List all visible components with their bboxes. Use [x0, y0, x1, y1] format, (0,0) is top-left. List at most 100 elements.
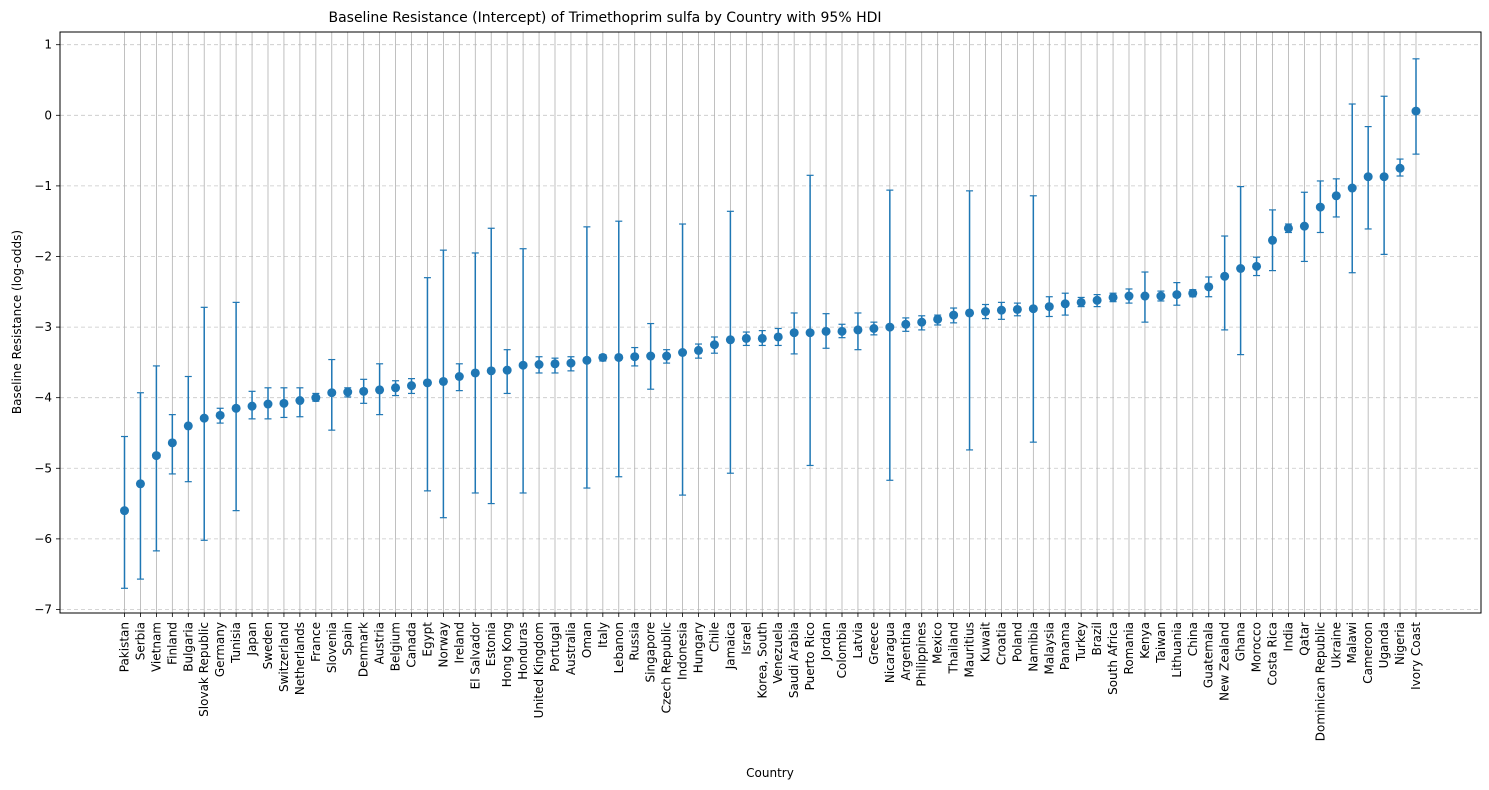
x-tick-label: Lebanon — [612, 622, 626, 673]
x-tick-label: Slovenia — [325, 622, 339, 673]
data-point — [167, 438, 177, 448]
y-tick-label: −6 — [34, 532, 52, 546]
y-tick-label: −4 — [34, 391, 52, 405]
x-tick-label: South Africa — [1106, 622, 1120, 695]
x-tick-label: United Kingdom — [532, 622, 546, 718]
data-point — [247, 401, 257, 411]
x-tick-label: Russia — [628, 622, 642, 661]
data-point — [757, 333, 767, 343]
x-tick-label: Korea, South — [755, 622, 769, 699]
data-point — [885, 322, 895, 332]
x-tick-label: Bulgaria — [181, 622, 195, 672]
x-tick-label: Dominican Republic — [1313, 622, 1327, 741]
data-point — [120, 506, 129, 516]
y-tick-label: −7 — [34, 602, 52, 616]
data-point — [1076, 297, 1086, 307]
y-tick-label: −3 — [34, 320, 52, 334]
x-tick-label: Kenya — [1138, 622, 1152, 659]
data-point — [805, 328, 815, 338]
x-tick-label: Indonesia — [676, 622, 690, 680]
x-tick-label: Canada — [405, 622, 419, 668]
x-tick-label: Nigeria — [1393, 622, 1407, 665]
data-point — [199, 413, 209, 423]
data-point — [1188, 288, 1198, 298]
data-point — [869, 324, 879, 334]
data-point — [1108, 292, 1118, 302]
y-axis-ticks: −7 −6 −5 −4 −3 −2 −1 0 1 — [34, 38, 60, 616]
x-tick-label: Philippines — [915, 622, 929, 687]
x-tick-label: Puerto Rico — [803, 622, 817, 690]
x-tick-label: Saudi Arabia — [787, 622, 801, 698]
x-tick-label: Turkey — [1074, 622, 1088, 662]
x-tick-label: Honduras — [516, 622, 530, 680]
data-point — [1028, 304, 1038, 314]
data-point — [359, 386, 369, 396]
x-tick-label: Chile — [707, 622, 721, 652]
x-tick-label: Lithuania — [1170, 622, 1184, 678]
data-point — [1156, 291, 1166, 301]
x-tick-label: Slovak Republic — [197, 622, 211, 717]
x-tick-label: Tunisia — [229, 622, 243, 664]
x-tick-label: Australia — [564, 622, 578, 675]
x-tick-label: Greece — [867, 622, 881, 665]
data-point — [1299, 221, 1309, 231]
data-point — [901, 319, 911, 329]
x-tick-label: Estonia — [484, 622, 498, 666]
x-tick-label: Hungary — [692, 622, 706, 673]
x-axis-ticks: Pakistan Serbia Vietnam Finland Bulgaria Slov… — [118, 613, 1423, 741]
x-tick-label: Vietnam — [149, 622, 163, 672]
x-tick-label: Kuwait — [979, 622, 993, 662]
x-tick-label: Nicaragua — [883, 622, 897, 683]
x-tick-label: Oman — [580, 622, 594, 658]
x-tick-label: Ghana — [1234, 622, 1248, 661]
y-axis-label: Baseline Resistance (log-odds) — [10, 230, 24, 414]
x-tick-label: Latvia — [851, 622, 865, 659]
data-point — [550, 359, 560, 369]
x-tick-label: Egypt — [420, 622, 434, 657]
x-tick-label: Hong Kong — [500, 622, 514, 687]
x-tick-label: Ivory Coast — [1409, 622, 1423, 690]
data-point — [598, 352, 608, 362]
x-tick-label: Taiwan — [1154, 622, 1168, 664]
x-tick-label: Costa Rica — [1266, 622, 1280, 685]
data-point — [1363, 172, 1373, 182]
x-tick-label: Pakistan — [118, 622, 132, 672]
data-point — [694, 345, 703, 355]
x-tick-label: Thailand — [947, 622, 961, 675]
data-point — [709, 340, 719, 350]
data-point — [470, 368, 480, 378]
x-tick-label: Austria — [373, 622, 387, 664]
chart-title: Baseline Resistance (Intercept) of Trime… — [328, 10, 881, 26]
y-tick-label: −5 — [34, 461, 52, 475]
data-point — [327, 388, 337, 398]
x-tick-label: Colombia — [835, 622, 849, 678]
data-point — [1204, 282, 1214, 292]
y-tick-label: −2 — [34, 249, 52, 263]
x-tick-label: Czech Republic — [660, 622, 674, 713]
data-point — [135, 479, 145, 489]
data-point — [1283, 223, 1293, 233]
data-point — [1379, 172, 1389, 182]
data-point — [1140, 291, 1150, 301]
data-point — [981, 307, 990, 317]
x-tick-label: China — [1186, 622, 1200, 656]
x-tick-label: Israel — [739, 622, 753, 655]
data-point — [263, 399, 273, 409]
data-point — [933, 314, 943, 324]
data-point — [1124, 291, 1134, 301]
x-tick-label: Poland — [1010, 622, 1024, 662]
data-point — [1172, 290, 1182, 300]
data-points — [120, 106, 1421, 516]
data-point — [1411, 106, 1421, 116]
y-grid-lines — [60, 44, 1481, 610]
data-point — [917, 317, 927, 327]
x-tick-label: Romania — [1122, 622, 1136, 674]
x-tick-label: Portugal — [548, 622, 562, 672]
data-point — [741, 333, 751, 343]
data-point — [1236, 263, 1246, 273]
data-point — [311, 393, 321, 403]
x-tick-label: Italy — [596, 622, 610, 648]
data-point — [1252, 261, 1262, 271]
x-tick-label: Panama — [1058, 622, 1072, 670]
